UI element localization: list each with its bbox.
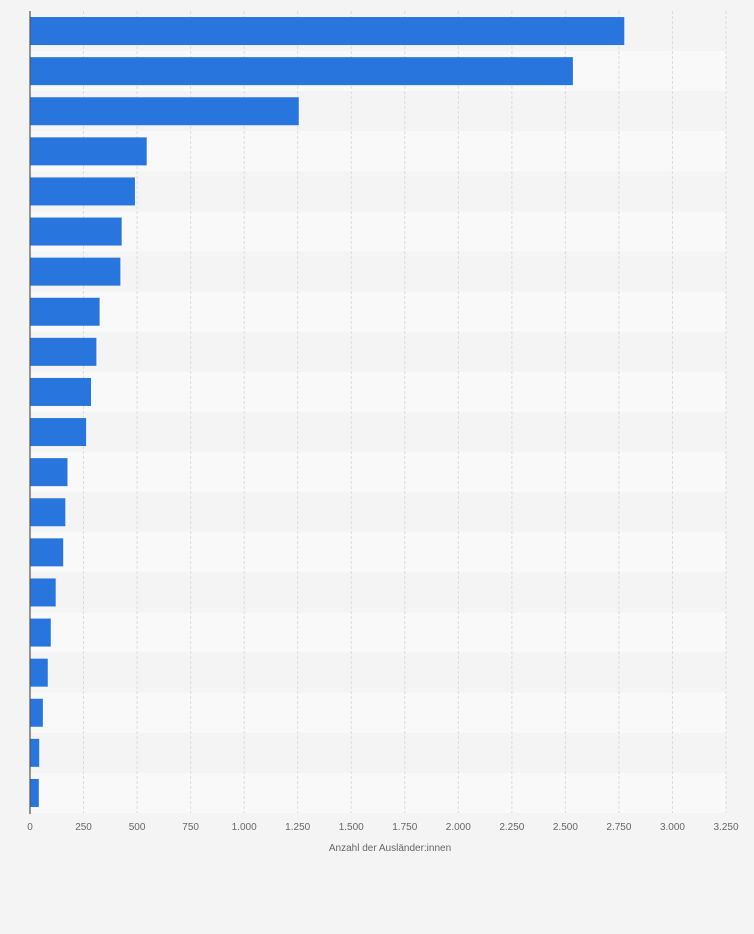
x-tick-label: 3.250: [713, 822, 738, 833]
x-axis-ticks: 0 250 500 750 1.000 1.250 1.500 1.750 2.000 2.250…: [27, 822, 739, 833]
row-band: [30, 211, 726, 252]
bar: [30, 458, 68, 487]
row-band: [30, 772, 726, 813]
x-tick-label: 2.000: [446, 822, 471, 833]
row-band: [30, 732, 726, 773]
row-band: [30, 171, 726, 212]
x-tick-label: 0: [27, 822, 33, 833]
bar: [30, 97, 299, 126]
bar: [30, 538, 64, 567]
gridlines: [83, 11, 727, 813]
x-axis-label: Anzahl der Ausländer:innen: [329, 843, 451, 854]
bar: [30, 658, 48, 687]
row-band: [30, 412, 726, 453]
bar: [30, 257, 121, 286]
bar: [30, 337, 97, 366]
bar: [30, 297, 100, 326]
row-band: [30, 572, 726, 613]
row-band: [30, 291, 726, 332]
bar: [30, 57, 573, 86]
row-band: [30, 251, 726, 292]
x-tick-label: 2.250: [499, 822, 524, 833]
x-tick-label: 3.000: [660, 822, 685, 833]
row-band: [30, 612, 726, 653]
x-tick-label: 500: [129, 822, 146, 833]
row-bands: [30, 11, 726, 813]
bar: [30, 377, 92, 406]
x-tick-label: 250: [75, 822, 92, 833]
row-band: [30, 492, 726, 533]
row-band: [30, 652, 726, 693]
bar: [30, 738, 40, 767]
bars: [30, 17, 625, 807]
bar: [30, 778, 39, 807]
x-tick-label: 1.250: [285, 822, 310, 833]
x-tick-label: 1.000: [232, 822, 257, 833]
row-band: [30, 331, 726, 372]
bar: [30, 698, 43, 727]
x-tick-label: 1.500: [339, 822, 364, 833]
row-band: [30, 371, 726, 412]
bar: [30, 578, 56, 607]
row-band: [30, 532, 726, 573]
bar: [30, 418, 87, 447]
row-band: [30, 452, 726, 493]
row-band: [30, 692, 726, 733]
x-tick-label: 750: [182, 822, 199, 833]
bar: [30, 217, 122, 246]
x-tick-label: 1.750: [392, 822, 417, 833]
bar: [30, 498, 66, 527]
x-tick-label: 2.750: [606, 822, 631, 833]
bar: [30, 177, 135, 206]
x-tick-label: 2.500: [553, 822, 578, 833]
bar: [30, 137, 147, 166]
bar: [30, 17, 625, 46]
bar: [30, 618, 51, 647]
